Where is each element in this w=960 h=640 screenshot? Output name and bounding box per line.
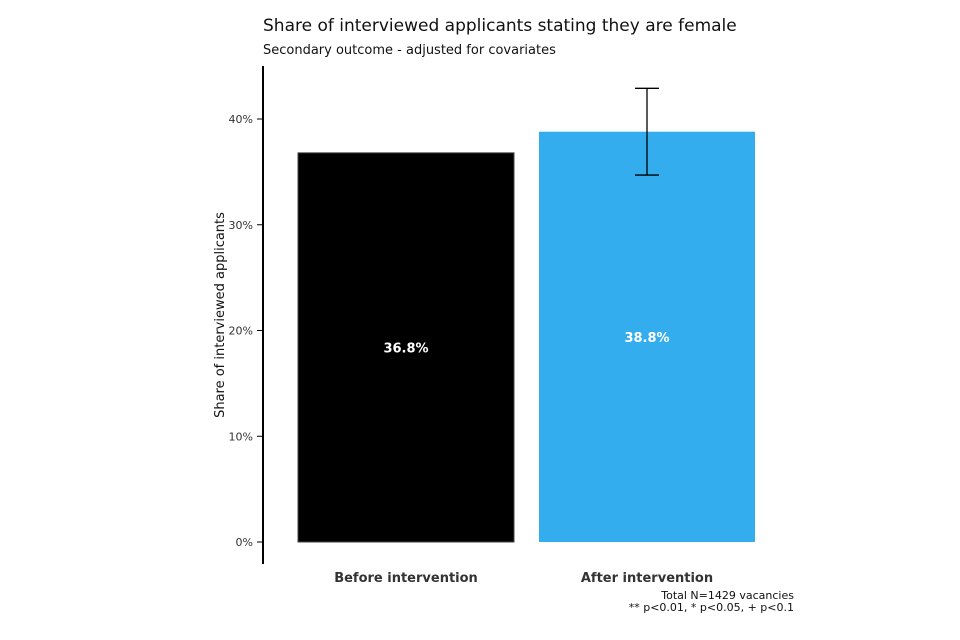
y-tick-label: 40%: [229, 113, 253, 126]
chart-title: Share of interviewed applicants stating …: [263, 16, 737, 36]
caption-line-sample-size: Total N=1429 vacancies: [661, 589, 794, 602]
caption-line-significance: ** p<0.01, * p<0.05, + p<0.1: [628, 601, 794, 614]
x-category-label: Before intervention: [334, 571, 478, 586]
chart-subtitle: Secondary outcome - adjusted for covaria…: [263, 43, 556, 58]
bar-value-label: 38.8%: [624, 331, 669, 346]
y-tick-label: 10%: [229, 430, 253, 443]
y-tick-label: 20%: [229, 325, 253, 338]
bar-value-label: 36.8%: [383, 341, 428, 356]
bar: [297, 152, 515, 543]
x-category-label: After intervention: [581, 571, 713, 586]
y-tick-label: 30%: [229, 219, 253, 232]
y-tick-label: 0%: [236, 536, 253, 549]
chart-caption: Total N=1429 vacancies ** p<0.01, * p<0.…: [629, 590, 794, 614]
bar: [539, 131, 755, 542]
y-axis-title: Share of interviewed applicants: [213, 212, 228, 418]
